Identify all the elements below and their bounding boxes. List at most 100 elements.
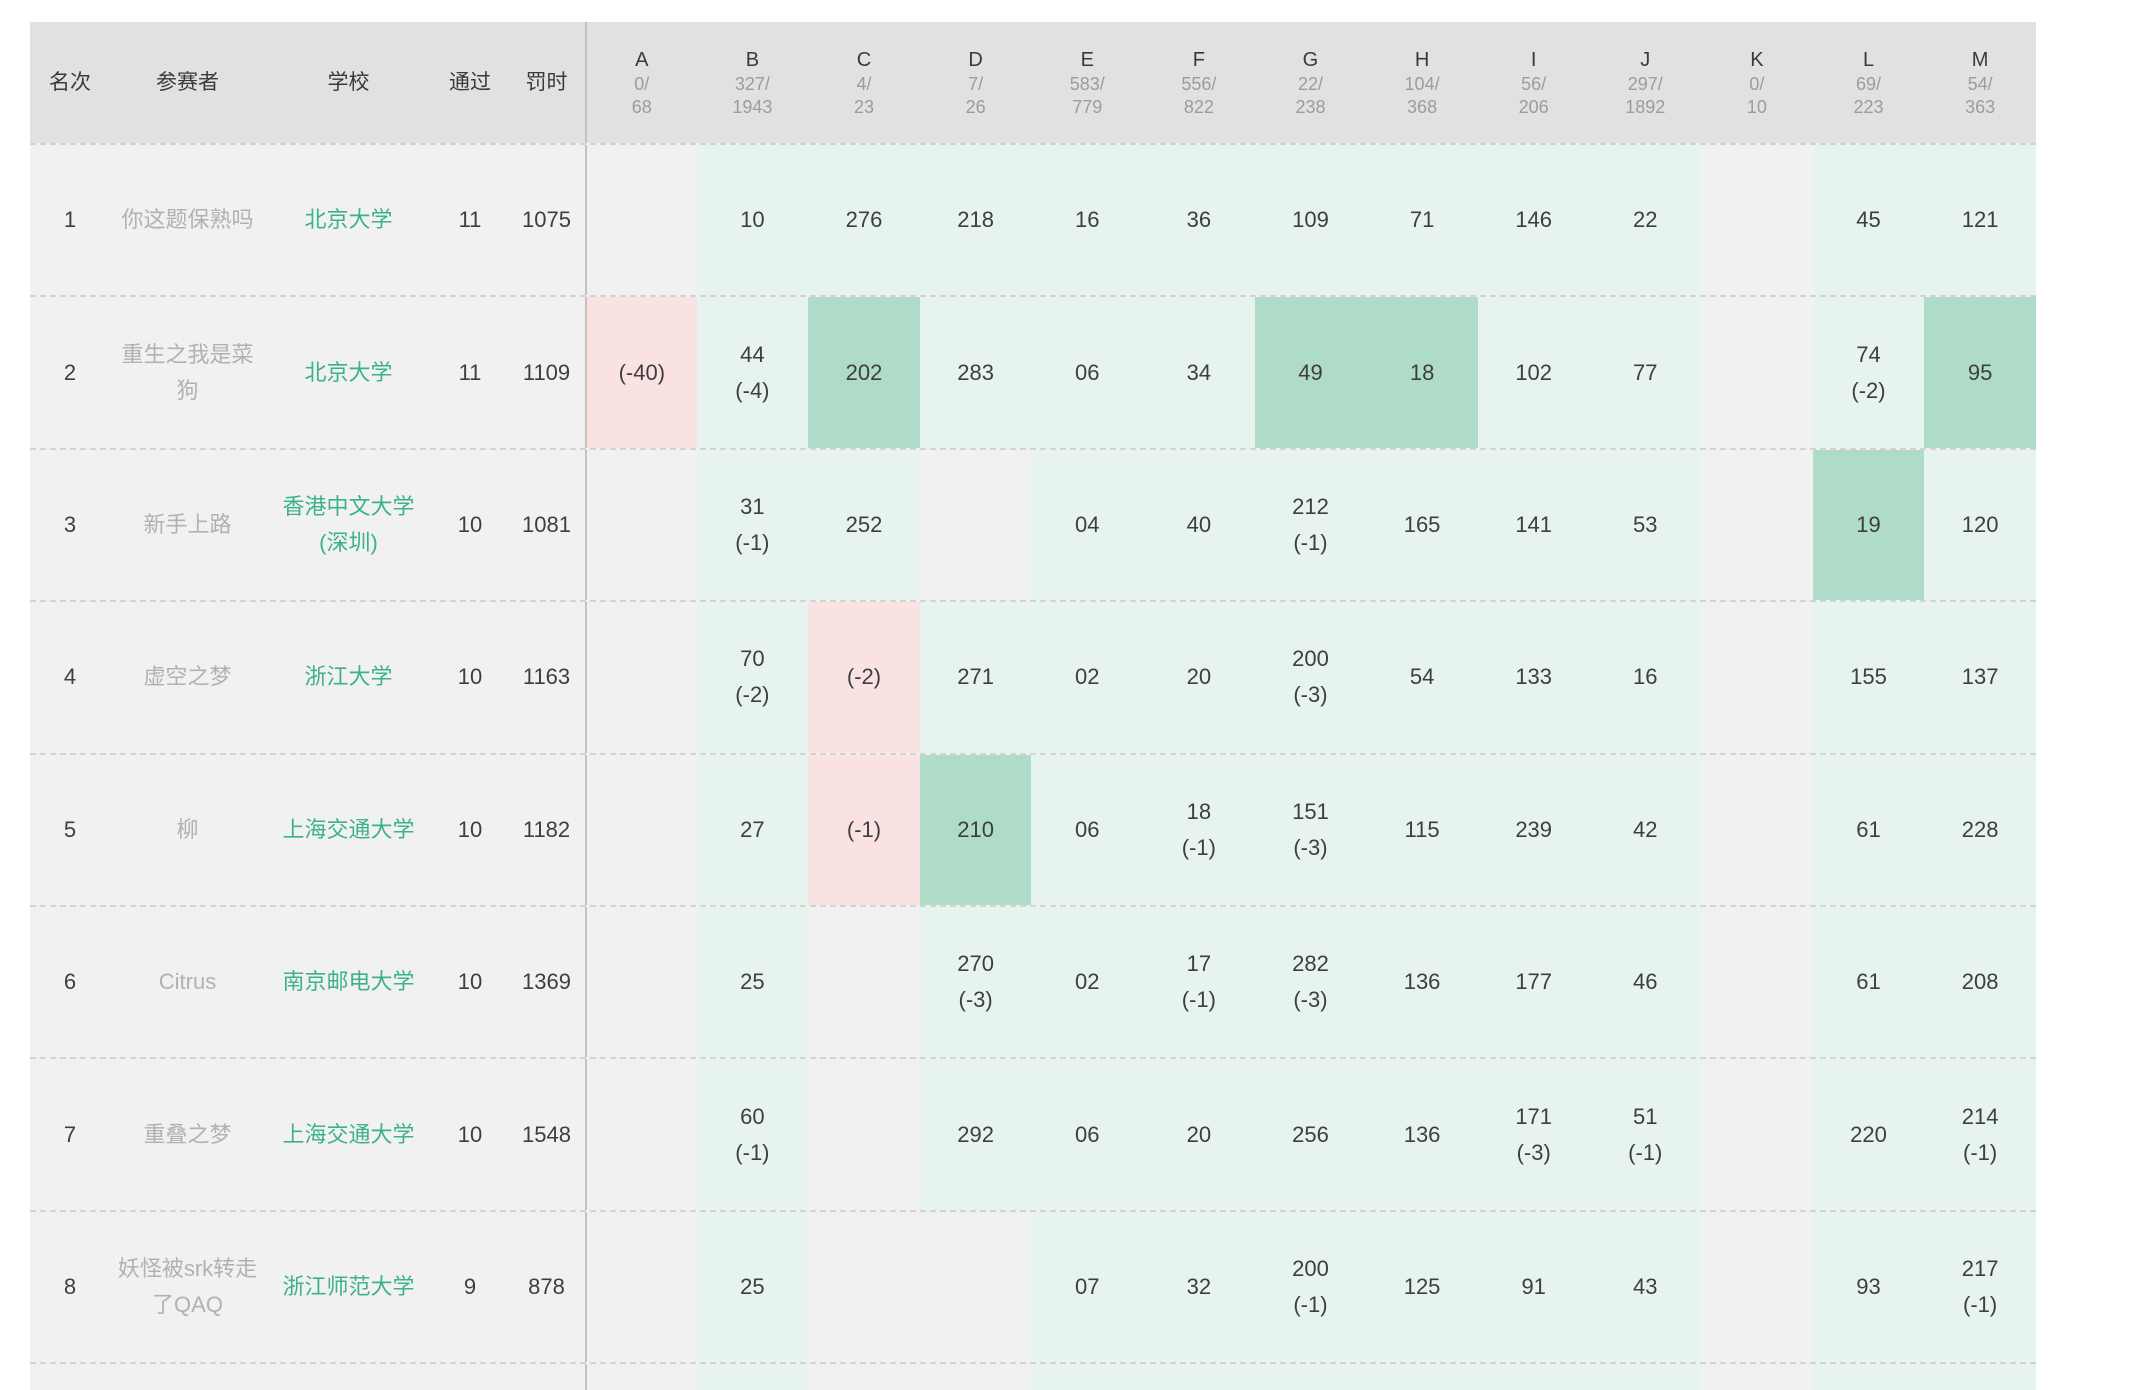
problem-cell-K [1701, 755, 1813, 905]
standings-row: 5 柳 上海交通大学 10 1182 27 (-1) 210 06 18 (-1) 151 (-3) 11… [30, 752, 2036, 905]
cell-score: 155 [1850, 664, 1887, 690]
cell-score: 45 [1856, 207, 1881, 233]
problem-cell-L: 220 [1812, 1059, 1925, 1210]
problem-cell-D: 210 [919, 754, 1032, 905]
problem-cell-I [1477, 1364, 1590, 1390]
passed-count: 10 [457, 816, 483, 842]
school-link[interactable] [265, 1364, 432, 1390]
cell-score: 04 [1075, 511, 1100, 537]
problem-cell-A [585, 754, 697, 905]
problem-accepted-count: 4/ [856, 73, 872, 94]
school-link[interactable]: 浙江师范大学 [282, 1273, 415, 1299]
cell-score: 34 [1186, 359, 1212, 385]
problem-accepted-count: 583/ [1069, 73, 1105, 94]
passed-count: 9 [463, 1273, 477, 1299]
problem-cell-C [808, 1212, 920, 1362]
problem-cell-K [1701, 297, 1813, 447]
rank-cell: 4 [63, 664, 77, 690]
cell-score: 91 [1521, 1273, 1546, 1299]
problem-cell-I: 171 (-3) [1477, 1059, 1590, 1210]
problem-cell-E: 02 [1031, 602, 1144, 753]
problem-header-C: C 4/23 [808, 22, 920, 143]
problem-cell-I: 177 [1477, 906, 1590, 1058]
problem-cell-C [808, 907, 920, 1057]
participant-name: 重叠之梦 [143, 1121, 232, 1147]
school-link[interactable]: 香港中文大学 (深圳) [282, 493, 415, 555]
cell-score: 36 [1186, 207, 1212, 233]
problem-cell-C [808, 1059, 920, 1209]
problem-cell-A [585, 449, 697, 601]
problem-cell-B: 27 [696, 754, 809, 905]
problem-cell-M: 121 [1924, 145, 2036, 296]
cell-score: 27 [740, 816, 765, 842]
problem-cell-F: 40 [1143, 449, 1255, 601]
participant-name: 妖怪被srk转走了QAQ [117, 1255, 258, 1317]
problem-cell-M: 228 [1924, 754, 2036, 905]
problem-cell-H: 136 [1366, 1059, 1478, 1210]
school-link[interactable]: 北京大学 [304, 207, 393, 233]
school-link[interactable]: 上海交通大学 [282, 816, 415, 842]
cell-score: 71 [1409, 207, 1435, 233]
rank-cell: 6 [63, 969, 77, 995]
cell-penalty: (-1) [1181, 987, 1216, 1013]
cell-score: 165 [1403, 511, 1441, 537]
school-link[interactable]: 浙江大学 [304, 664, 393, 690]
cell-score: 31 [740, 493, 765, 519]
problem-cell-J: 77 [1589, 297, 1702, 448]
problem-attempt-count: 68 [631, 96, 652, 117]
problem-cell-L: 19 [1812, 449, 1925, 601]
cell-score: 276 [845, 207, 883, 233]
cell-score: 40 [1186, 511, 1212, 537]
problem-cell-I: 133 [1477, 602, 1590, 753]
cell-score: 171 [1515, 1103, 1553, 1129]
cell-score: 239 [1515, 816, 1553, 842]
problem-cell-H: 125 [1366, 1211, 1478, 1363]
cell-penalty: (-3) [1293, 834, 1328, 860]
problem-cell-D [920, 1212, 1032, 1362]
rank-cell: 3 [63, 511, 77, 537]
cell-score: 32 [1186, 1273, 1212, 1299]
problem-cell-L: 45 [1812, 145, 1925, 296]
cell-score: 292 [957, 1121, 994, 1147]
cell-penalty: (-1) [1293, 529, 1328, 555]
cell-score: 70 [740, 646, 765, 672]
penalty-time: 878 [528, 1273, 565, 1299]
problem-attempt-count: 26 [965, 96, 986, 117]
cell-penalty: (-2) [1851, 377, 1886, 403]
participant-name: 重生之我是菜狗 [121, 341, 254, 403]
problem-cell-B: 10 [696, 145, 809, 296]
cell-score: 46 [1633, 969, 1658, 995]
cell-score: 228 [1961, 816, 1999, 842]
cell-score: 256 [1292, 1121, 1329, 1147]
problem-cell-A [585, 906, 697, 1058]
problem-cell-M: 217 (-1) [1924, 1211, 2036, 1363]
problem-cell-B: 31 (-1) [696, 449, 809, 601]
standings-row: 4 虚空之梦 浙江大学 10 1163 70 (-2) (-2) 271 02 20 200 (-3) 5… [30, 600, 2036, 753]
problem-cell-M: 120 [1924, 449, 2036, 601]
problem-header-L: L 69/223 [1813, 22, 1925, 143]
school-link[interactable]: 上海交通大学 [282, 1121, 415, 1147]
school-link[interactable]: 北京大学 [304, 359, 393, 385]
cell-penalty: (-1) [1963, 1139, 1998, 1165]
cell-score: 74 [1856, 341, 1881, 367]
problem-cell-K [1701, 907, 1813, 1057]
passed-count: 10 [457, 664, 483, 690]
cell-score: 18 [1186, 798, 1212, 824]
problem-cell-D: 283 [919, 297, 1032, 448]
problem-cell-M: 214 (-1) [1924, 1059, 2036, 1210]
cell-score: 214 [1961, 1103, 1999, 1129]
cell-score: 19 [1856, 511, 1881, 537]
cell-score: 212 [1292, 493, 1329, 519]
school-link[interactable]: 南京邮电大学 [282, 969, 415, 995]
problem-accepted-count: 0/ [1749, 73, 1765, 94]
standings-row: 7 重叠之梦 上海交通大学 10 1548 60 (-1) 292 06 20 256 136 171 (… [30, 1057, 2036, 1210]
cell-score: 61 [1856, 816, 1881, 842]
cell-score: 06 [1075, 1121, 1100, 1147]
problem-header-M: M 54/363 [1924, 22, 2036, 143]
cell-score: 02 [1075, 664, 1100, 690]
problem-cell-L: 93 [1812, 1211, 1925, 1363]
problem-cell-C: 252 [808, 449, 920, 601]
penalty-time: 1548 [522, 1121, 571, 1147]
problem-letter: F [1192, 48, 1205, 71]
problem-cell-I: 102 [1477, 297, 1590, 448]
